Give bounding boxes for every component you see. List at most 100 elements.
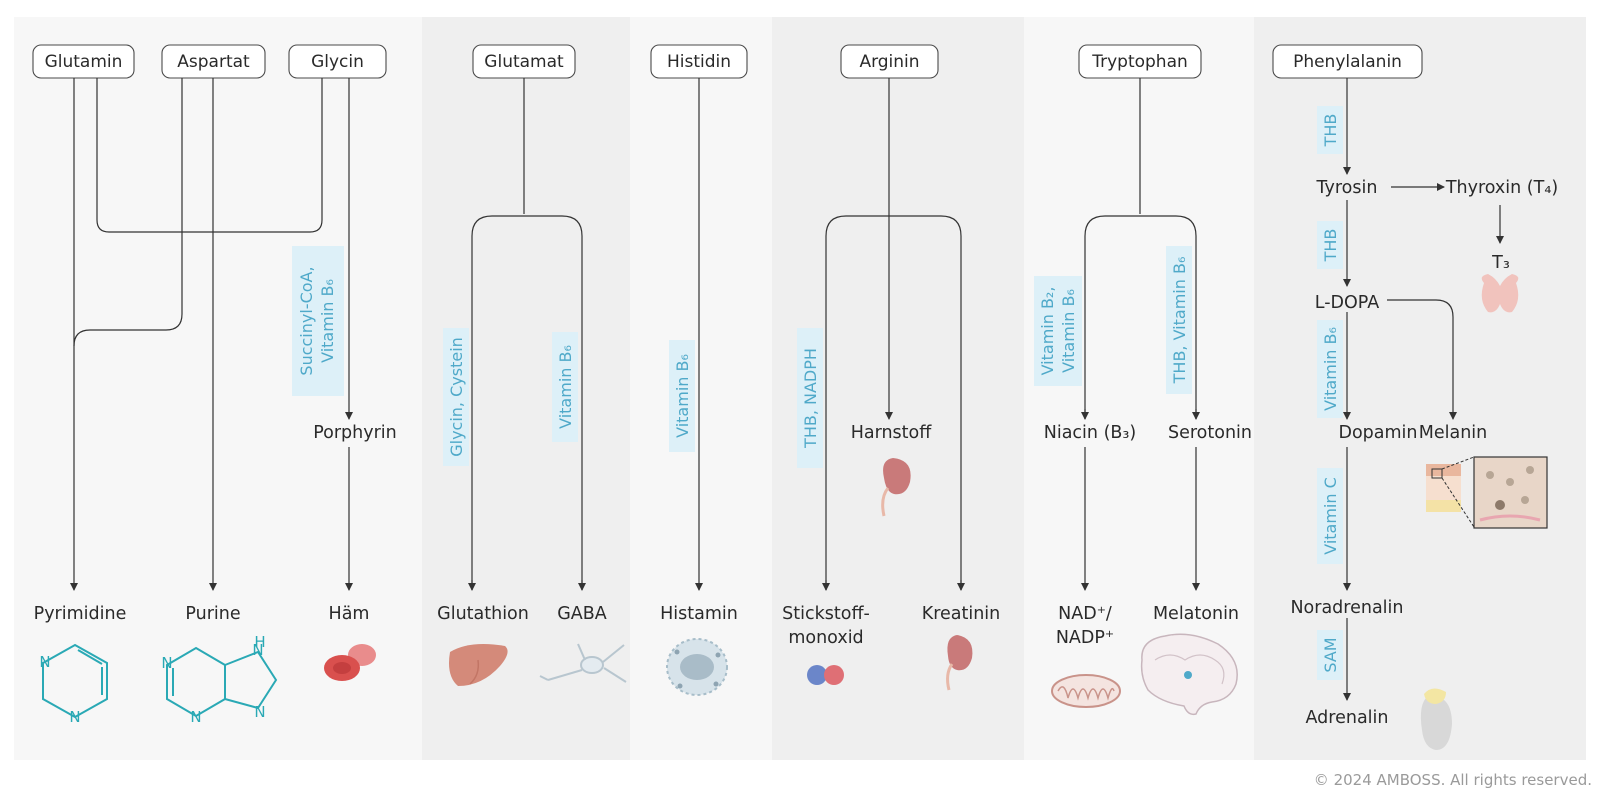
label-harnstoff: Harnstoff	[851, 423, 933, 443]
purine-n1: N	[161, 654, 172, 672]
label-t3: T₃	[1491, 253, 1510, 273]
cofactor-vitb2-b6-line2: Vitamin B₆	[1059, 289, 1078, 373]
neuron-icon	[539, 643, 627, 683]
label-haem: Häm	[329, 604, 370, 624]
pyrimidine-n1: N	[39, 653, 50, 671]
source-tryptophan: Tryptophan	[1078, 44, 1202, 79]
cofactor-succinyl-bg	[292, 246, 344, 396]
cofactor-thb1: THB	[1321, 114, 1340, 148]
source-aspartat: Aspartat	[161, 44, 266, 79]
purine-n4: N	[254, 703, 265, 721]
mast-cell-icon	[666, 638, 728, 696]
source-phenylalanin-label: Phenylalanin	[1293, 52, 1402, 72]
cofactor-vitb6-gaba: Vitamin B₆	[556, 345, 575, 429]
panel-nucleotides	[14, 17, 422, 760]
source-phenylalanin: Phenylalanin	[1272, 44, 1423, 79]
purine-molecule-icon	[166, 646, 278, 718]
skin-icon	[1426, 456, 1548, 529]
red-blood-cell-icon	[324, 644, 376, 681]
connector-glutamin-glycin	[96, 78, 323, 233]
label-adrenalin: Adrenalin	[1306, 708, 1389, 728]
source-glycin: Glycin	[288, 44, 387, 79]
label-ldopa: L-DOPA	[1315, 293, 1379, 313]
source-tryptophan-label: Tryptophan	[1091, 52, 1188, 72]
nucleotide-connectors	[70, 78, 353, 591]
cofactor-succinyl-line2: Vitamin B₆	[318, 279, 337, 363]
source-glutamin-label: Glutamin	[45, 52, 123, 72]
source-glutamat-label: Glutamat	[484, 52, 564, 72]
label-stickstoffmonoxid-2: monoxid	[788, 628, 863, 648]
label-glutathion: Glutathion	[437, 604, 529, 624]
label-purine: Purine	[185, 604, 240, 624]
cofactor-vitb6-dopamin: Vitamin B₆	[1321, 327, 1340, 411]
source-glycin-label: Glycin	[311, 52, 364, 72]
brain-icon	[1140, 633, 1238, 716]
cofactor-thb-vitb6-bg	[1166, 246, 1192, 394]
label-tyrosin: Tyrosin	[1316, 178, 1378, 198]
cofactor-vitb2-b6-bg	[1034, 276, 1082, 386]
pyrimidine-n2: N	[69, 708, 80, 726]
label-serotonin: Serotonin	[1168, 423, 1252, 443]
label-melanin: Melanin	[1419, 423, 1488, 443]
label-melatonin: Melatonin	[1153, 604, 1239, 624]
cofactor-vitb6-dopamin-bg	[1317, 320, 1343, 418]
label-thyroxin: Thyroxin (T₄)	[1445, 178, 1558, 198]
panel-phenylalanin	[1254, 17, 1586, 760]
cofactor-vitc: Vitamin C	[1321, 477, 1340, 555]
cofactor-vitb6-histamin: Vitamin B₆	[673, 354, 692, 438]
label-nad-1: NAD⁺/	[1058, 604, 1112, 624]
label-niacin: Niacin (B₃)	[1044, 423, 1137, 443]
source-arginin: Arginin	[840, 44, 939, 79]
source-histidin: Histidin	[650, 44, 748, 79]
mitochondrion-icon	[1051, 674, 1121, 708]
cofactor-succinyl-line1: Succinyl-CoA,	[297, 266, 316, 375]
connector-aspartat-pyrimidine	[73, 232, 183, 347]
purine-h: H	[254, 633, 265, 651]
cofactor-vitc-bg	[1317, 468, 1343, 564]
cofactor-thb-vitb6: THB, Vitamin B₆	[1170, 257, 1189, 385]
cofactor-thb2-bg	[1317, 221, 1343, 269]
cofactor-thb-nadph-bg	[797, 328, 823, 468]
nitric-oxide-icon	[807, 665, 844, 685]
purine-n2: N	[190, 708, 201, 726]
label-gaba: GABA	[557, 604, 607, 624]
cofactor-glycin-cystein-bg	[443, 328, 469, 466]
cofactor-thb1-bg	[1317, 106, 1343, 154]
liver-icon	[449, 644, 508, 686]
label-stickstoffmonoxid-1: Stickstoff-	[782, 604, 870, 624]
adrenal-gland-icon	[1420, 688, 1452, 750]
panel-histidin	[630, 17, 772, 760]
cofactor-thb-nadph: THB, NADPH	[801, 348, 820, 449]
purine-n3: N	[252, 641, 263, 659]
cofactor-vitb6-gaba-bg	[552, 332, 578, 442]
label-noradrenalin: Noradrenalin	[1290, 598, 1403, 618]
cofactor-vitb2-b6-line1: Vitamin B₂,	[1038, 287, 1057, 376]
connector-arginin-branch	[825, 215, 962, 590]
cofactor-thb2: THB	[1321, 229, 1340, 263]
kidney-icon	[881, 458, 911, 517]
thyroid-icon	[1481, 274, 1519, 313]
source-arginin-label: Arginin	[859, 52, 919, 72]
label-porphyrin: Porphyrin	[313, 423, 397, 443]
label-dopamin: Dopamin	[1338, 423, 1417, 443]
label-pyrimidine: Pyrimidine	[34, 604, 127, 624]
panel-tryptophan	[1024, 17, 1254, 760]
cofactor-sam-bg	[1317, 630, 1343, 680]
pyrimidine-molecule-icon	[42, 643, 108, 719]
source-histidin-label: Histidin	[667, 52, 731, 72]
label-histamin: Histamin	[660, 604, 738, 624]
label-kreatinin: Kreatinin	[922, 604, 1001, 624]
cofactor-vitb6-histamin-bg	[669, 340, 695, 452]
arrow-ldopa-melanin	[1387, 299, 1457, 420]
label-nad-2: NADP⁺	[1056, 628, 1114, 648]
cofactor-glycin-cystein: Glycin, Cystein	[447, 337, 466, 457]
connector-tryptophan-branch	[1084, 215, 1197, 419]
connector-glutamat-branch	[471, 215, 583, 590]
kidney-icon-kreatinin	[946, 635, 973, 691]
source-aspartat-label: Aspartat	[177, 52, 250, 72]
source-glutamin: Glutamin	[32, 44, 135, 79]
copyright-notice: © 2024 AMBOSS. All rights reserved.	[1313, 771, 1592, 789]
source-glutamat: Glutamat	[472, 44, 576, 79]
cofactor-sam: SAM	[1321, 637, 1340, 672]
